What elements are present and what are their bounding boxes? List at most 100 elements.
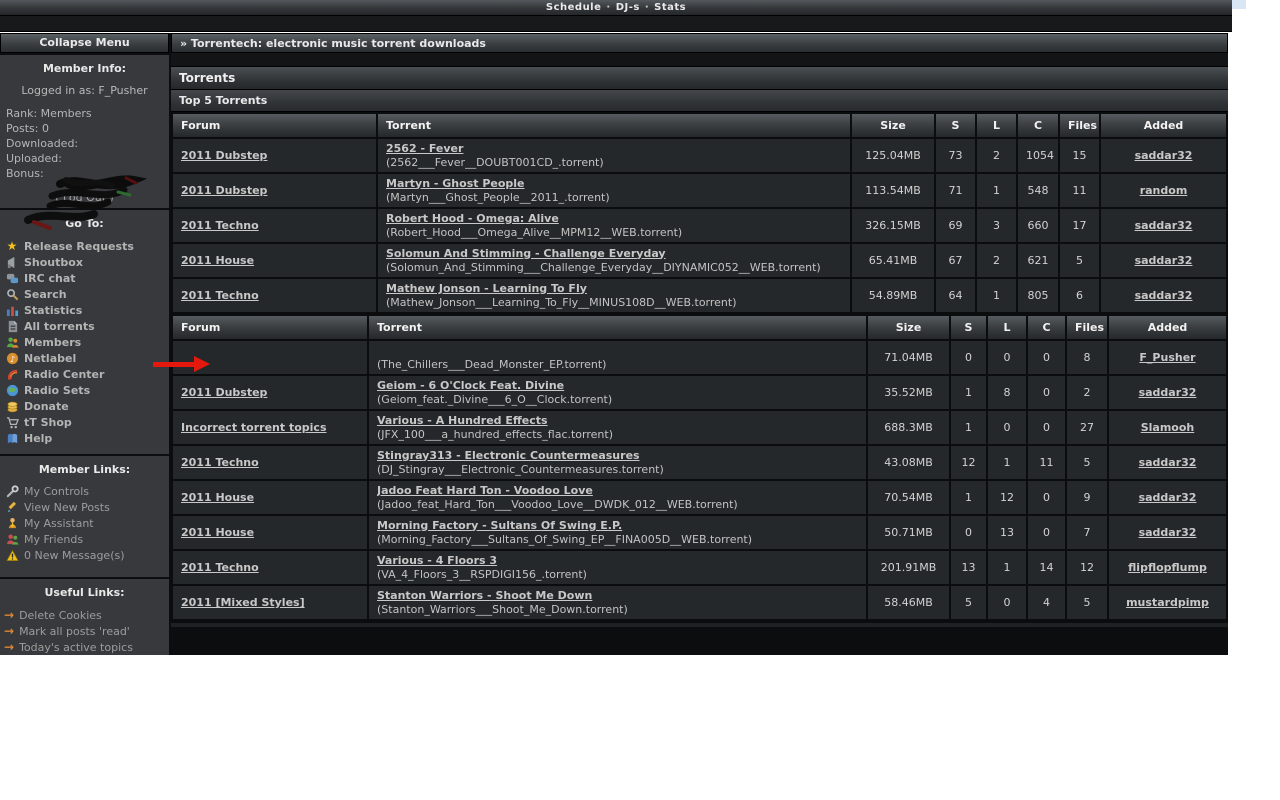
sidebar-item-new-messages[interactable]: 0 New Message(s): [4, 548, 169, 564]
sidebar-item-label: Release Requests: [24, 239, 134, 253]
torrent-title-link[interactable]: Morning Factory - Sultans Of Swing E.P.: [377, 518, 623, 532]
subsection-title-top5[interactable]: Top 5 Torrents: [171, 90, 1228, 112]
top-nav-stats[interactable]: Stats: [654, 2, 687, 13]
sidebar-item-help[interactable]: Help: [4, 430, 169, 446]
torrent-title-link[interactable]: Various - A Hundred Effects: [377, 413, 548, 427]
column-header-forum[interactable]: Forum: [173, 114, 376, 137]
sidebar-item-label: My Controls: [24, 485, 89, 498]
column-header-torrent[interactable]: Torrent: [369, 316, 866, 339]
torrent-size: 113.54MB: [852, 174, 934, 207]
added-by-link[interactable]: saddar32: [1134, 254, 1193, 267]
forum-link[interactable]: 2011 House: [181, 526, 255, 539]
torrent-table-row: 2011 Techno Mathew Jonson - Learning To …: [173, 279, 1226, 312]
top-nav-schedule[interactable]: Schedule: [545, 2, 602, 13]
added-by-link[interactable]: random: [1139, 184, 1188, 197]
torrent-title-link[interactable]: Jadoo Feat Hard Ton - Voodoo Love: [377, 483, 593, 497]
leechers-count: 1: [988, 446, 1026, 479]
sidebar-item-mark-read[interactable]: → Mark all posts 'read': [4, 623, 169, 639]
added-by-link[interactable]: Slamooh: [1140, 421, 1195, 434]
completed-count: 621: [1018, 244, 1058, 277]
torrent-title-link[interactable]: Martyn - Ghost People: [386, 176, 525, 190]
completed-count: 548: [1018, 174, 1058, 207]
sidebar-item-view-new-posts[interactable]: View New Posts: [4, 500, 169, 516]
added-by-link[interactable]: saddar32: [1138, 456, 1197, 469]
sidebar-item-statistics[interactable]: Statistics: [4, 302, 169, 318]
added-by-link[interactable]: F_Pusher: [1139, 351, 1196, 364]
column-header-s[interactable]: S: [936, 114, 975, 137]
files-count: 6: [1060, 279, 1099, 312]
sidebar-item-search[interactable]: Search: [4, 286, 169, 302]
added-by-link[interactable]: flipflopflump: [1128, 561, 1207, 574]
forum-link[interactable]: 2011 Dubstep: [181, 386, 268, 399]
added-by-link[interactable]: saddar32: [1134, 149, 1193, 162]
added-by-link[interactable]: saddar32: [1134, 219, 1193, 232]
sidebar-item-netlabel[interactable]: ♪ Netlabel: [4, 350, 169, 366]
column-header-c[interactable]: C: [1018, 114, 1058, 137]
assistant-icon: [4, 517, 20, 531]
sidebar-item-delete-cookies[interactable]: → Delete Cookies: [4, 607, 169, 623]
forum-link[interactable]: 2011 House: [181, 491, 255, 504]
sidebar-item-my-controls[interactable]: My Controls: [4, 484, 169, 500]
sidebar-item-shoutbox[interactable]: Shoutbox: [4, 254, 169, 270]
torrent-table-row: 2011 House Solomun And Stimming - Challe…: [173, 244, 1226, 277]
files-count: 17: [1060, 209, 1099, 242]
completed-count: 0: [1028, 481, 1065, 514]
added-by-link[interactable]: saddar32: [1138, 491, 1197, 504]
torrent-title-link[interactable]: Geiom - 6 O'Clock Feat. Divine: [377, 378, 565, 392]
torrent-title-link[interactable]: Solomun And Stimming - Challenge Everyda…: [386, 246, 666, 260]
sidebar-item-release-requests[interactable]: ★ Release Requests: [4, 238, 169, 254]
forum-link[interactable]: Incorrect torrent topics: [181, 421, 327, 434]
column-header-files[interactable]: Files: [1060, 114, 1099, 137]
forum-link[interactable]: 2011 Dubstep: [181, 184, 268, 197]
sidebar-item-my-assistant[interactable]: My Assistant: [4, 516, 169, 532]
completed-count: 1054: [1018, 139, 1058, 172]
torrent-title-link[interactable]: Mathew Jonson - Learning To Fly: [386, 281, 587, 295]
column-header-files[interactable]: Files: [1067, 316, 1107, 339]
column-header-size[interactable]: Size: [868, 316, 949, 339]
added-by-link[interactable]: saddar32: [1134, 289, 1193, 302]
top-nav-djs[interactable]: DJ-s: [615, 2, 640, 13]
forum-link[interactable]: 2011 Dubstep: [181, 149, 268, 162]
column-header-s[interactable]: S: [951, 316, 986, 339]
collapse-menu-button[interactable]: Collapse Menu: [0, 33, 169, 53]
added-by-link[interactable]: saddar32: [1138, 386, 1197, 399]
column-header-l[interactable]: L: [977, 114, 1016, 137]
torrent-title-link[interactable]: Stingray313 - Electronic Countermeasures: [377, 448, 640, 462]
sidebar-item-tt-shop[interactable]: tT Shop: [4, 414, 169, 430]
orange-arrow-icon: →: [4, 640, 15, 654]
column-header-l[interactable]: L: [988, 316, 1026, 339]
forum-link[interactable]: 2011 Techno: [181, 219, 259, 232]
sidebar-item-all-torrents[interactable]: All torrents: [4, 318, 169, 334]
sidebar-item-donate[interactable]: Donate: [4, 398, 169, 414]
sidebar-item-members[interactable]: Members: [4, 334, 169, 350]
forum-link[interactable]: 2011 Techno: [181, 289, 259, 302]
torrent-title-link[interactable]: Stanton Warriors - Shoot Me Down: [377, 588, 593, 602]
column-header-size[interactable]: Size: [852, 114, 934, 137]
sidebar-item-todays-topics[interactable]: → Today's active topics: [4, 639, 169, 655]
sidebar-item-radio-center[interactable]: Radio Center: [4, 366, 169, 382]
forum-link[interactable]: 2011 House: [181, 254, 255, 267]
column-header-added[interactable]: Added: [1109, 316, 1226, 339]
torrent-title-link[interactable]: Various - 4 Floors 3: [377, 553, 498, 567]
torrent-size: 688.3MB: [868, 411, 949, 444]
torrent-filename: (The_Chillers___Dead_Monster_EP.torrent): [377, 357, 607, 371]
sidebar-item-irc-chat[interactable]: IRC chat: [4, 270, 169, 286]
torrent-title-link[interactable]: Robert Hood - Omega: Alive: [386, 211, 559, 225]
sidebar-item-label: Radio Sets: [24, 383, 91, 397]
header-black-bar: [0, 16, 1232, 32]
added-by-link[interactable]: mustardpimp: [1126, 596, 1209, 609]
column-header-forum[interactable]: Forum: [173, 316, 367, 339]
added-by-link[interactable]: saddar32: [1138, 526, 1197, 539]
column-header-c[interactable]: C: [1028, 316, 1065, 339]
sidebar-item-my-friends[interactable]: My Friends: [4, 532, 169, 548]
sidebar-item-label: IRC chat: [24, 271, 76, 285]
sidebar-item-radio-sets[interactable]: Radio Sets: [4, 382, 169, 398]
forum-link[interactable]: 2011 Techno: [181, 456, 259, 469]
forum-link[interactable]: 2011 Techno: [181, 561, 259, 574]
forum-link[interactable]: 2011 [Mixed Styles]: [181, 596, 305, 609]
column-header-torrent[interactable]: Torrent: [378, 114, 850, 137]
torrent-title-link[interactable]: 2562 - Fever: [386, 141, 464, 155]
torrent-filename: (Robert_Hood___Omega_Alive__MPM12__WEB.t…: [386, 225, 683, 239]
column-header-added[interactable]: Added: [1101, 114, 1226, 137]
logout-link[interactable]: ( Log Out ): [55, 190, 114, 204]
